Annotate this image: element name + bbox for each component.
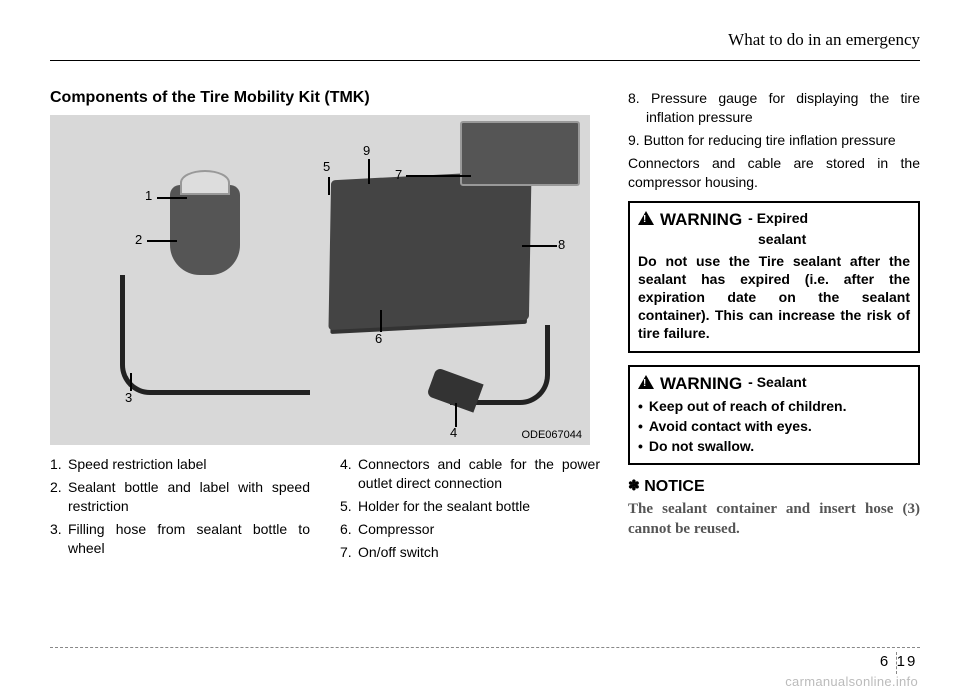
leader-7 (406, 175, 471, 177)
legend-item: 7.On/off switch (340, 543, 600, 562)
legend-item: 1.Speed restriction label (50, 455, 310, 474)
warning-box-expired-sealant: WARNING - Expired sealant Do not use the… (628, 201, 920, 352)
legend-item: 8. Pressure gauge for displaying the tir… (628, 89, 920, 127)
legend-col-1: 1.Speed restriction label 2.Sealant bott… (50, 455, 310, 565)
callout-1: 1 (145, 188, 152, 203)
switch-inset (460, 121, 580, 186)
diagram-ref: ODE067044 (521, 429, 582, 441)
notice-heading: ✽ NOTICE (628, 477, 920, 496)
leader-3 (130, 373, 132, 391)
warning-bullet: •Avoid contact with eyes. (638, 417, 910, 435)
notice-body: The sealant container and insert hose (3… (628, 500, 920, 539)
leader-5 (328, 177, 330, 195)
body-paragraph: Connectors and cable are stored in the c… (628, 154, 920, 192)
watermark: carmanualsonline.info (785, 674, 918, 689)
legend-item: 5.Holder for the sealant bottle (340, 497, 600, 516)
callout-5: 5 (323, 159, 330, 174)
bottle-shape (170, 185, 240, 275)
leader-9 (368, 159, 370, 184)
legend-item: 4.Connectors and cable for the power out… (340, 455, 600, 493)
legend-item: 6.Compressor (340, 520, 600, 539)
callout-7: 7 (395, 167, 402, 182)
bottle-top-shape (180, 170, 230, 195)
section-title: What to do in an emergency (50, 30, 920, 54)
leader-1 (157, 197, 187, 199)
warning-icon (638, 211, 654, 225)
callout-4: 4 (450, 425, 457, 440)
document-page: What to do in an emergency Components of… (0, 0, 960, 690)
callout-2: 2 (135, 232, 142, 247)
footer-rule (50, 647, 920, 648)
warning-subtitle: sealant (638, 230, 910, 248)
compressor-shape (328, 170, 531, 330)
page-number: 619 (874, 653, 918, 670)
diagram-legend: 1.Speed restriction label 2.Sealant bott… (50, 455, 600, 565)
legend-col-2: 4.Connectors and cable for the power out… (340, 455, 600, 565)
warning-box-sealant: WARNING - Sealant •Keep out of reach of … (628, 365, 920, 466)
legend-item: 3.Filling hose from sealant bottle to wh… (50, 520, 310, 558)
tmk-diagram: 1 2 3 4 5 6 7 8 9 ODE067044 (50, 115, 590, 445)
legend-item: 9. Button for reducing tire inflation pr… (628, 131, 920, 150)
warning-bullet: •Do not swallow. (638, 437, 910, 455)
leader-4 (455, 403, 457, 427)
leader-8 (522, 245, 557, 247)
page-title: Components of the Tire Mobility Kit (TMK… (50, 89, 600, 107)
legend-item: 2.Sealant bottle and label with speed re… (50, 478, 310, 516)
callout-9: 9 (363, 143, 370, 158)
hose-shape (120, 275, 310, 395)
callout-8: 8 (558, 237, 565, 252)
warning-body: Do not use the Tire sealant after the se… (638, 252, 910, 343)
warning-icon (638, 375, 654, 389)
warning-bullet: •Keep out of reach of children. (638, 397, 910, 415)
content-columns: Components of the Tire Mobility Kit (TMK… (50, 89, 920, 565)
callout-6: 6 (375, 331, 382, 346)
warning-heading: WARNING - Expired (638, 209, 910, 231)
warning-heading: WARNING - Sealant (638, 373, 910, 395)
right-column: 8. Pressure gauge for displaying the tir… (628, 89, 920, 565)
leader-2 (147, 240, 177, 242)
callout-3: 3 (125, 390, 132, 405)
leader-6 (380, 310, 382, 332)
header-rule (50, 60, 920, 61)
left-column: Components of the Tire Mobility Kit (TMK… (50, 89, 600, 565)
